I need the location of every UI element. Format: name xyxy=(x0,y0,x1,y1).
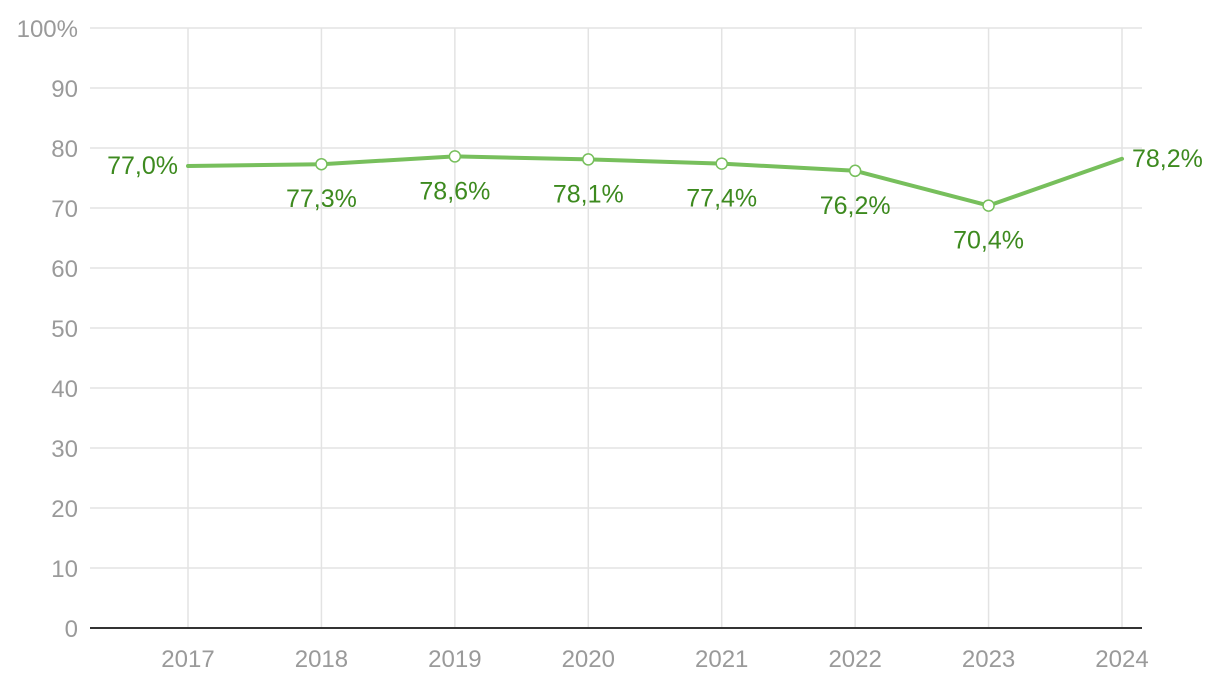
y-tick-label: 20 xyxy=(51,496,78,523)
horizontal-gridlines xyxy=(90,27,1142,569)
data-label: 77,3% xyxy=(286,185,357,213)
y-axis-tick-labels: 0 10 20 30 40 50 60 70 80 90 100% xyxy=(17,16,78,643)
y-tick-label: 30 xyxy=(51,436,78,463)
x-tick-label: 2023 xyxy=(962,646,1015,673)
data-point xyxy=(315,157,328,171)
data-labels: 77,0% 77,3% 78,6% 78,1% 77,4% 76,2% 70,4% 78,2% xyxy=(107,145,1203,255)
series-line xyxy=(186,154,1124,208)
data-label: 78,2% xyxy=(1132,145,1203,173)
x-tick-label: 2022 xyxy=(828,646,881,673)
data-point xyxy=(715,157,728,170)
data-label: 78,1% xyxy=(553,180,624,208)
data-label: 76,2% xyxy=(820,192,891,220)
x-tick-label: 2020 xyxy=(562,646,615,673)
data-point xyxy=(582,153,595,166)
data-point xyxy=(448,150,462,163)
x-tick-label: 2021 xyxy=(695,646,748,673)
y-tick-label: 100% xyxy=(17,16,78,43)
data-label: 78,6% xyxy=(419,177,490,205)
y-tick-label: 0 xyxy=(65,616,78,643)
y-tick-label: 70 xyxy=(51,196,78,223)
y-tick-label: 50 xyxy=(51,316,78,343)
y-tick-label: 10 xyxy=(51,556,78,583)
x-tick-label: 2024 xyxy=(1095,646,1148,673)
vertical-gridlines xyxy=(187,28,1123,628)
data-label: 70,4% xyxy=(953,227,1024,255)
data-label: 77,4% xyxy=(686,185,757,213)
series-group xyxy=(186,150,1124,212)
x-tick-label: 2018 xyxy=(295,646,348,673)
y-tick-label: 60 xyxy=(51,256,78,283)
x-tick-label: 2017 xyxy=(161,646,214,673)
data-point xyxy=(848,164,862,178)
y-tick-label: 80 xyxy=(51,136,78,163)
data-point xyxy=(982,199,995,212)
x-tick-label: 2019 xyxy=(428,646,481,673)
y-tick-label: 40 xyxy=(51,376,78,403)
y-tick-label: 90 xyxy=(51,76,78,103)
x-axis-tick-labels: 2017 2018 2019 2020 2021 2022 2023 2024 xyxy=(161,646,1148,673)
data-label: 77,0% xyxy=(107,152,178,180)
